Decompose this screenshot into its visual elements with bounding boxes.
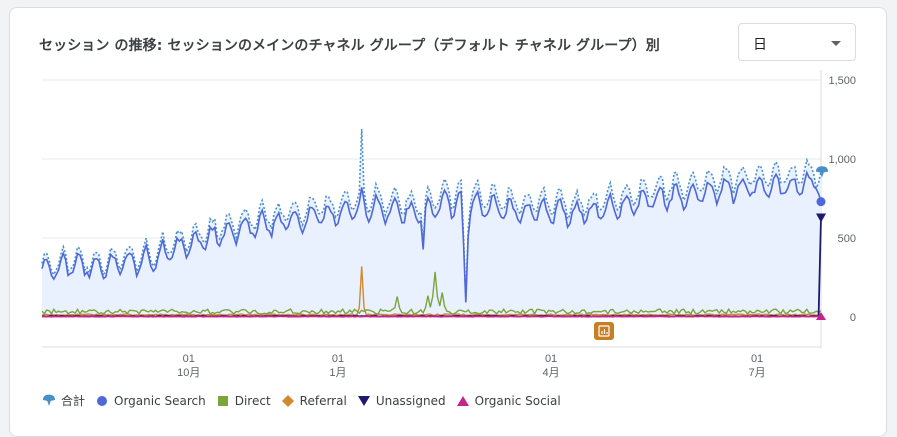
legend-label: Organic Social: [474, 393, 561, 408]
triangle-down-marker-icon: [357, 395, 370, 406]
endpoint-marker-organic-social: [816, 312, 826, 320]
x-tick-label: 7月: [749, 367, 766, 379]
triangle-up-marker-icon: [456, 395, 469, 406]
chart-title: セッション の推移: セッションのメインのチャネル グループ（デフォルト チャネ…: [39, 38, 660, 54]
period-select-value: 日: [753, 37, 767, 53]
series-line-organic-search: [41, 170, 822, 303]
x-tick-label: 01: [183, 353, 195, 365]
endpoint-marker-total: [816, 166, 828, 178]
legend-label: Organic Search: [114, 393, 206, 408]
series-line-referral: [41, 266, 822, 317]
y-tick-label: 0: [850, 312, 856, 324]
total-area: [42, 129, 821, 317]
x-tick-label: 01: [332, 353, 344, 365]
diamond-marker-icon: [281, 394, 294, 407]
endpoint-marker-organic-search: [816, 197, 826, 207]
series-line-total: [41, 128, 822, 300]
series-line-direct: [41, 271, 822, 316]
total-marker-icon: [43, 394, 55, 406]
legend-label: Unassigned: [375, 393, 446, 408]
square-marker-icon: [217, 395, 228, 406]
chevron-down-icon: [831, 41, 841, 46]
legend-label: 合計: [61, 394, 86, 408]
period-select[interactable]: 日: [738, 23, 856, 61]
x-tick-label: 1月: [329, 367, 346, 379]
chart-annotation-icon: [594, 322, 614, 340]
endpoint-marker-unassigned: [816, 213, 826, 223]
x-tick-label: 01: [545, 353, 557, 365]
x-tick-label: 01: [751, 353, 763, 365]
circle-marker-icon: [97, 395, 108, 406]
annotation-glyph: [598, 325, 610, 337]
chart-legend: 合計 Organic Search Direct Referral Unassigned…: [42, 392, 571, 409]
x-tick-label: 10月: [177, 367, 200, 379]
legend-item-total[interactable]: 合計: [42, 392, 85, 409]
y-tick-label: 1,500: [828, 75, 856, 87]
legend-label: Referral: [299, 393, 347, 408]
x-tick-label: 4月: [543, 367, 560, 379]
legend-item-organic-search[interactable]: Organic Search: [95, 394, 206, 408]
legend-label: Direct: [234, 393, 271, 408]
series-line-organic-social: [42, 315, 822, 318]
legend-item-direct[interactable]: Direct: [216, 394, 271, 408]
y-tick-label: 500: [838, 233, 856, 245]
legend-item-unassigned[interactable]: Unassigned: [357, 394, 446, 408]
y-tick-label: 1,000: [828, 154, 856, 166]
legend-item-organic-social[interactable]: Organic Social: [456, 394, 561, 408]
line-chart: 1,500 1,000 500 0 01 10月 01 1月 01 4月 01 7月: [41, 70, 856, 379]
legend-item-referral[interactable]: Referral: [281, 394, 347, 408]
